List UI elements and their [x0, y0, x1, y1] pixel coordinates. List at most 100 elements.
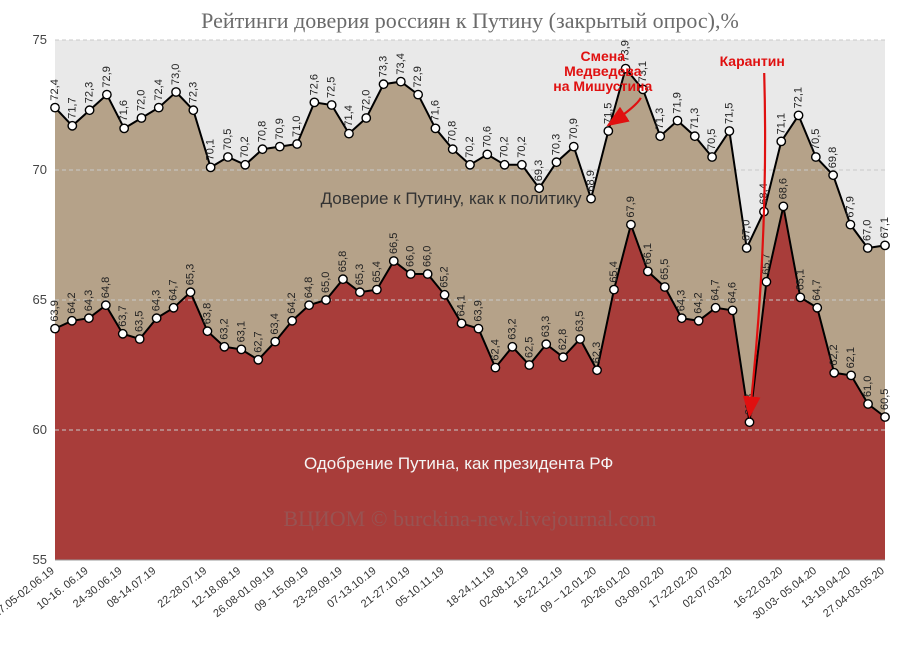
upper-value-label: 72,1: [793, 87, 805, 108]
lower-marker: [864, 400, 872, 408]
upper-value-label: 70,1: [205, 139, 217, 160]
upper-value-label: 71,0: [291, 116, 303, 137]
lower-value-label: 62,3: [591, 342, 603, 363]
lower-value-label: 66,1: [642, 243, 654, 264]
upper-value-label: 67,1: [879, 217, 891, 238]
upper-value-label: 70,9: [568, 118, 580, 139]
lower-value-label: 65,1: [794, 269, 806, 290]
lower-marker: [186, 288, 194, 296]
upper-marker: [518, 161, 526, 169]
lower-marker: [203, 327, 211, 335]
lower-value-label: 60,5: [879, 389, 891, 410]
lower-value-label: 64,8: [303, 277, 315, 298]
lower-value-label: 65,3: [354, 264, 366, 285]
upper-value-label: 70,6: [481, 126, 493, 147]
upper-marker: [293, 140, 301, 148]
lower-marker: [407, 270, 415, 278]
lower-marker: [796, 293, 804, 301]
lower-value-label: 65,2: [439, 266, 451, 287]
upper-marker: [500, 161, 508, 169]
upper-marker: [345, 129, 353, 137]
upper-value-label: 70,2: [499, 136, 511, 157]
lower-marker: [119, 330, 127, 338]
upper-marker: [258, 145, 266, 153]
upper-value-label: 71,9: [672, 92, 684, 113]
x-tick-label: 27.04-03.05.20: [821, 565, 887, 620]
lower-value-label: 66,5: [388, 233, 400, 254]
upper-value-label: 71,6: [429, 100, 441, 121]
y-tick-label: 70: [33, 162, 47, 177]
lower-marker: [237, 345, 245, 353]
watermark: ВЦИОМ © burckina-new.livejournal.com: [283, 506, 656, 531]
upper-value-label: 68,9: [585, 170, 597, 191]
lower-marker: [474, 324, 482, 332]
upper-value-label: 69,3: [533, 160, 545, 181]
lower-marker: [423, 270, 431, 278]
upper-value-label: 71,5: [723, 103, 735, 124]
lower-value-label: 65,5: [659, 259, 671, 280]
chart-container: 556065707572,471,772,372,971,672,072,473…: [0, 0, 900, 672]
chart-title: Рейтинги доверия россиян к Путину (закры…: [201, 8, 739, 33]
upper-value-label: 72,9: [101, 66, 113, 87]
lower-value-label: 62,2: [828, 344, 840, 365]
lower-value-label: 64,3: [151, 290, 163, 311]
lower-value-label: 64,7: [811, 279, 823, 300]
upper-marker: [120, 124, 128, 132]
upper-marker: [777, 137, 785, 145]
upper-marker: [397, 77, 405, 85]
upper-marker: [708, 153, 716, 161]
lower-value-label: 62,5: [523, 337, 535, 358]
lower-value-label: 63,3: [540, 316, 552, 337]
lower-value-label: 62,1: [845, 347, 857, 368]
lower-value-label: 64,7: [168, 279, 180, 300]
upper-value-label: 67,0: [862, 220, 874, 241]
upper-value-label: 70,2: [239, 136, 251, 157]
lower-marker: [322, 296, 330, 304]
y-tick-label: 65: [33, 292, 47, 307]
lower-marker: [254, 356, 262, 364]
upper-marker: [155, 103, 163, 111]
upper-value-label: 70,8: [447, 121, 459, 142]
lower-value-label: 64,8: [100, 277, 112, 298]
upper-marker: [103, 90, 111, 98]
lower-value-label: 62,4: [489, 339, 501, 360]
lower-value-label: 63,8: [201, 303, 213, 324]
lower-value-label: 63,4: [269, 313, 281, 334]
upper-marker: [483, 150, 491, 158]
lower-marker: [51, 324, 59, 332]
lower-value-label: 65,8: [337, 251, 349, 272]
lower-value-label: 63,5: [574, 311, 586, 332]
upper-marker: [587, 194, 595, 202]
lower-marker: [644, 267, 652, 275]
lower-value-label: 64,7: [710, 279, 722, 300]
lower-value-label: 62,8: [557, 329, 569, 350]
lower-series-label: Одобрение Путина, как президента РФ: [304, 454, 613, 473]
upper-value-label: 70,5: [222, 129, 234, 150]
upper-marker: [137, 114, 145, 122]
upper-value-label: 72,5: [326, 77, 338, 98]
upper-marker: [310, 98, 318, 106]
lower-marker: [576, 335, 584, 343]
lower-value-label: 64,2: [693, 292, 705, 313]
upper-marker: [241, 161, 249, 169]
lower-marker: [102, 301, 110, 309]
upper-value-label: 72,0: [135, 90, 147, 111]
upper-marker: [691, 132, 699, 140]
lower-marker: [271, 337, 279, 345]
upper-value-label: 70,2: [464, 136, 476, 157]
lower-marker: [593, 366, 601, 374]
upper-marker: [206, 163, 214, 171]
lower-marker: [135, 335, 143, 343]
lower-value-label: 64,3: [83, 290, 95, 311]
upper-value-label: 71,3: [689, 108, 701, 129]
y-tick-label: 55: [33, 552, 47, 567]
lower-value-label: 61,0: [862, 376, 874, 397]
upper-marker: [794, 111, 802, 119]
lower-marker: [745, 418, 753, 426]
lower-marker: [559, 353, 567, 361]
lower-value-label: 63,7: [117, 305, 129, 326]
lower-marker: [220, 343, 228, 351]
upper-marker: [224, 153, 232, 161]
upper-value-label: 71,7: [66, 97, 78, 118]
annotation-text: Смена: [581, 48, 626, 64]
